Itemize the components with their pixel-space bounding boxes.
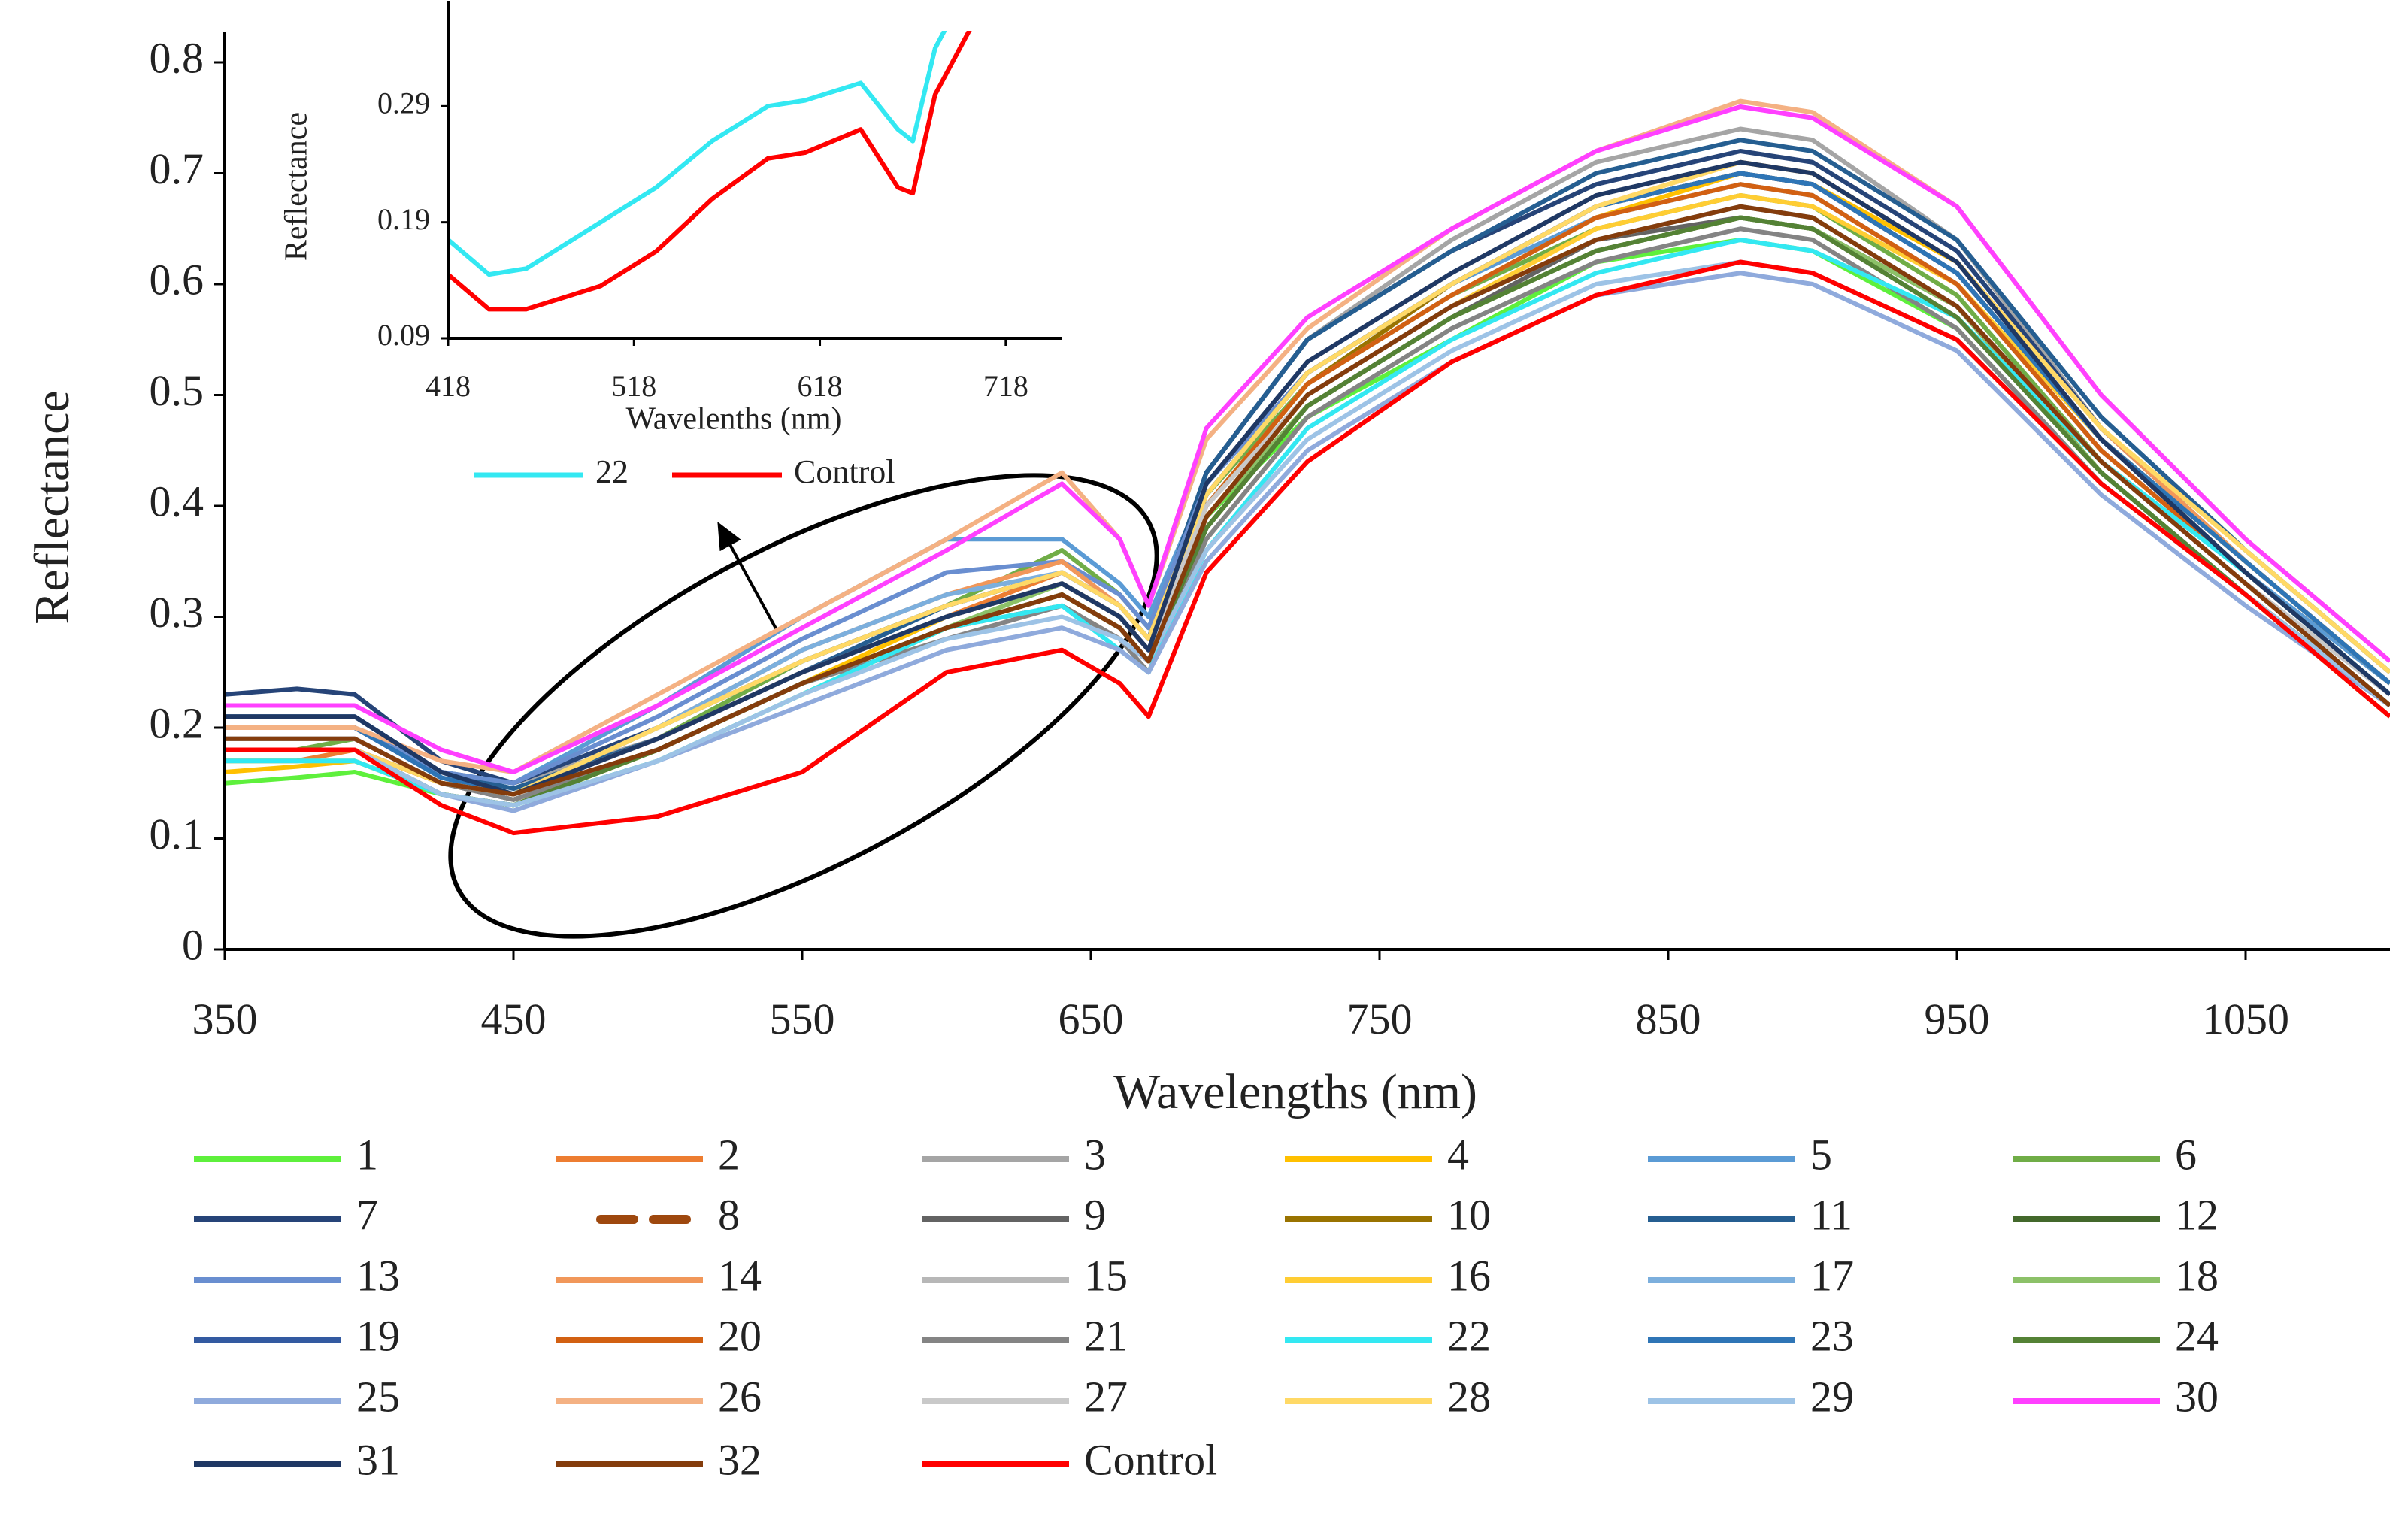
x-tick-label: 650	[1059, 995, 1124, 1043]
legend-label: Control	[1084, 1435, 1217, 1484]
legend-label: 31	[356, 1435, 400, 1484]
legend-label: 19	[356, 1311, 400, 1360]
y-tick-label: 0.6	[150, 255, 204, 304]
legend-label: 25	[356, 1372, 400, 1421]
series-line	[225, 182, 2390, 797]
legend-label: 16	[1447, 1251, 1491, 1300]
series-line	[448, 31, 947, 277]
x-tick-label: 350	[192, 995, 258, 1043]
series-line	[225, 238, 2390, 808]
x-tick-label: 550	[770, 995, 835, 1043]
series-line	[225, 271, 2390, 813]
legend-label: 20	[718, 1311, 762, 1360]
legend-label: 21	[1084, 1311, 1128, 1360]
y-axis-label: Reflectance	[25, 390, 80, 624]
y-tick-label: 0.1	[150, 810, 204, 858]
x-tick-label: 618	[798, 369, 843, 403]
series-line	[225, 193, 2390, 797]
y-tick-label: 0.09	[377, 318, 430, 352]
legend-label: 22	[595, 453, 629, 490]
series-line	[225, 259, 2390, 836]
legend-label: 11	[1810, 1190, 1852, 1239]
legend-label: 26	[718, 1372, 762, 1421]
series-line	[448, 31, 972, 312]
legend-label: 32	[718, 1435, 762, 1484]
highlight-ellipse	[448, 473, 1159, 939]
series-line	[225, 215, 2390, 802]
series-line	[225, 204, 2390, 797]
x-tick-label: 418	[426, 369, 471, 403]
y-tick-label: 0.5	[150, 366, 204, 415]
series-line	[225, 226, 2390, 802]
series-line	[225, 238, 2390, 808]
x-axis-label: Wavelenths (nm)	[625, 402, 841, 437]
legend-label: 15	[1084, 1251, 1128, 1300]
legend-label: 1	[356, 1130, 378, 1179]
series-line	[225, 204, 2390, 797]
legend-label: 8	[718, 1190, 740, 1239]
series-line	[225, 215, 2390, 808]
series-line	[225, 104, 2390, 774]
legend-label: 27	[1084, 1372, 1128, 1421]
series-line	[225, 171, 2390, 797]
legend-label: 2	[718, 1130, 740, 1179]
legend-label: 5	[1810, 1130, 1832, 1179]
x-tick-label: 850	[1636, 995, 1701, 1043]
x-axis-label: Wavelengths (nm)	[1113, 1064, 1477, 1119]
x-tick-label: 718	[983, 369, 1028, 403]
legend-label: 9	[1084, 1190, 1106, 1239]
legend-label: 7	[356, 1190, 378, 1239]
series-line	[225, 259, 2390, 808]
plot-lines	[225, 98, 2390, 836]
series-line	[225, 171, 2390, 797]
legend-label: 6	[2175, 1130, 2197, 1179]
legend-label: 22	[1447, 1311, 1491, 1360]
series-line	[225, 149, 2390, 786]
series-line	[225, 215, 2390, 808]
series-line	[225, 171, 2390, 808]
x-tick-label: 518	[611, 369, 656, 403]
series-line	[225, 159, 2390, 797]
x-tick-label: 1050	[2202, 995, 2289, 1043]
legend-label: 12	[2175, 1190, 2219, 1239]
x-tick-label: 750	[1347, 995, 1413, 1043]
legend-label: 29	[1810, 1372, 1854, 1421]
series-line	[225, 171, 2390, 797]
y-tick-label: 0.2	[150, 698, 204, 747]
series-line	[225, 193, 2390, 808]
y-tick-label: 0.4	[150, 477, 204, 525]
series-line	[225, 159, 2390, 797]
series-line	[225, 204, 2390, 797]
y-tick-label: 0.19	[377, 202, 430, 236]
plot-lines	[448, 31, 972, 312]
legend-label: 23	[1810, 1311, 1854, 1360]
y-tick-label: 0.3	[150, 588, 204, 637]
y-tick-label: 0.29	[377, 86, 430, 120]
y-tick-label: 0.8	[150, 33, 204, 82]
series-line	[225, 215, 2390, 808]
legend-label: 3	[1084, 1130, 1106, 1179]
series-line	[225, 159, 2390, 797]
series-line	[225, 171, 2390, 797]
legend-label: 18	[2175, 1251, 2219, 1300]
legend-label: 30	[2175, 1372, 2219, 1421]
x-tick-label: 450	[481, 995, 547, 1043]
legend-label: 28	[1447, 1372, 1491, 1421]
series-line	[225, 182, 2390, 797]
legend-label: 10	[1447, 1190, 1491, 1239]
legend-label: 13	[356, 1251, 400, 1300]
x-tick-label: 950	[1925, 995, 1990, 1043]
legend-label: 4	[1447, 1130, 1469, 1179]
arrow	[717, 521, 777, 629]
legend-label: 14	[718, 1251, 762, 1300]
legend-label: Control	[794, 453, 895, 490]
y-axis-label: Reflectance	[280, 112, 314, 261]
legend-label: 17	[1810, 1251, 1854, 1300]
legend-label: 24	[2175, 1311, 2219, 1360]
y-tick-label: 0	[182, 920, 204, 969]
y-tick-label: 0.7	[150, 144, 204, 193]
